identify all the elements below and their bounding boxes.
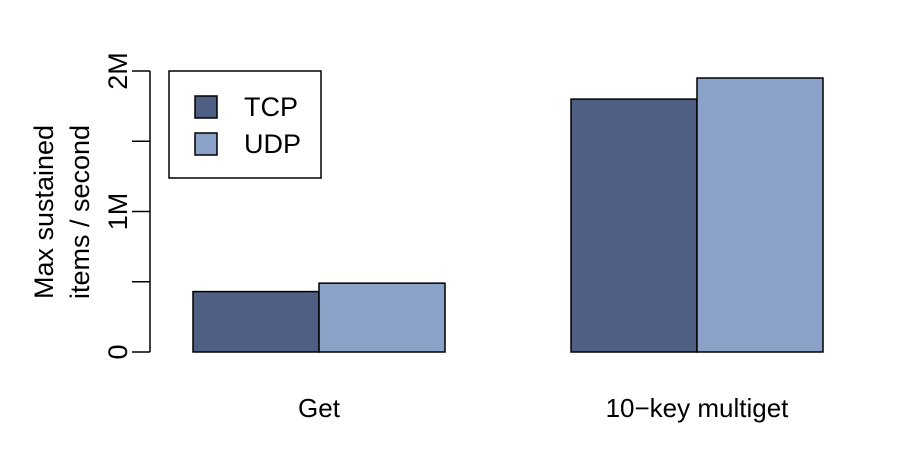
bar-udp-0 xyxy=(318,282,446,353)
bar-tcp-1 xyxy=(570,98,698,353)
y-axis-label-line-2: items / second xyxy=(65,125,95,299)
legend-label-tcp: TCP xyxy=(244,92,298,122)
legend-box xyxy=(168,70,322,179)
y-axis-label: Max sustained items / second xyxy=(29,125,95,299)
y-tick-label-4: 2M xyxy=(103,52,133,90)
bar-tcp-0 xyxy=(192,290,320,353)
y-tick-label-0: 0 xyxy=(103,344,133,359)
y-axis-label-line-1: Max sustained xyxy=(29,125,59,299)
y-tick-label-2: 1M xyxy=(103,193,133,231)
legend-swatch-udp xyxy=(194,132,218,156)
legend: TCP UDP xyxy=(168,70,322,179)
x-tick-label-0: Get xyxy=(298,393,341,423)
legend-swatch-tcp xyxy=(194,95,218,119)
bars xyxy=(192,77,824,353)
legend-label-udp: UDP xyxy=(244,129,301,159)
bar-udp-1 xyxy=(696,77,824,353)
x-tick-label-1: 10−key multiget xyxy=(606,393,790,423)
x-axis-tick-labels: Get 10−key multiget xyxy=(298,393,789,423)
y-axis: 0 1M 2M xyxy=(103,52,151,360)
